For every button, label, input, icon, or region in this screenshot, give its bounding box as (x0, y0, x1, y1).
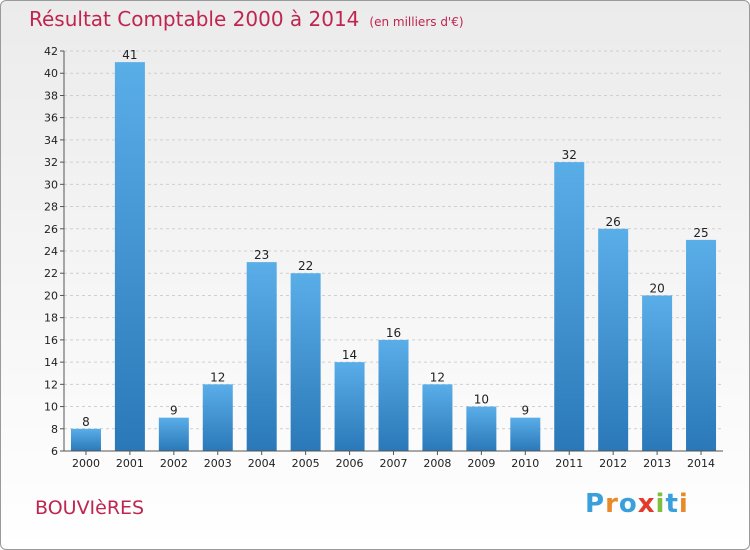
x-tick-label: 2014 (687, 457, 715, 470)
value-label: 12 (430, 370, 445, 384)
x-tick-label: 2007 (380, 457, 408, 470)
y-tick-label: 42 (44, 45, 58, 58)
proxiti-logo: Proxiti (585, 489, 689, 519)
bar-2000 (70, 428, 101, 451)
x-tick-label: 2011 (555, 457, 583, 470)
x-tick-label: 2003 (204, 457, 232, 470)
value-label: 22 (298, 259, 313, 273)
bar-2011 (554, 162, 585, 451)
logo-letter: i (655, 489, 666, 519)
y-tick-label: 22 (44, 267, 58, 280)
value-label: 41 (122, 48, 137, 62)
bar-2003 (202, 384, 233, 451)
value-label: 20 (649, 281, 664, 295)
bar-2010 (510, 417, 541, 451)
bar-2014 (686, 239, 717, 451)
x-tick-label: 2000 (72, 457, 100, 470)
logo-letter: r (605, 489, 619, 519)
logo-letter: o (618, 489, 638, 519)
x-tick-label: 2010 (511, 457, 539, 470)
chart-title: Résultat Comptable 2000 à 2014 (29, 7, 360, 31)
logo-letter: x (637, 489, 656, 519)
bar-2002 (158, 417, 189, 451)
x-tick-label: 2004 (248, 457, 276, 470)
bar-2009 (466, 406, 497, 451)
y-tick-label: 34 (44, 134, 58, 147)
value-label: 14 (342, 348, 357, 362)
bar-2004 (246, 262, 277, 451)
bar-2006 (334, 362, 365, 451)
logo-letter: t (665, 489, 679, 519)
chart-title-block: Résultat Comptable 2000 à 2014 (en millie… (29, 7, 464, 31)
x-tick-label: 2002 (160, 457, 188, 470)
x-tick-label: 2009 (467, 457, 495, 470)
logo-letter: P (585, 489, 606, 519)
commune-name: BOUVIèRES (35, 497, 145, 519)
bar-2001 (114, 62, 145, 451)
y-tick-label: 14 (44, 356, 58, 369)
bar-2005 (290, 273, 321, 451)
x-tick-label: 2013 (643, 457, 671, 470)
bar-2007 (378, 339, 409, 451)
y-tick-label: 16 (44, 334, 58, 347)
value-label: 32 (562, 148, 577, 162)
y-tick-label: 10 (44, 401, 58, 414)
unit-note: (en milliers d'€) (369, 15, 464, 29)
value-label: 26 (606, 215, 621, 229)
axis-layer: 6 8 10 12 14 16 18 20 22 24 26 28 30 32 34 36 38 40 42 2000… (44, 45, 723, 470)
bar-layer: 8 41 9 12 23 22 14 16 12 10 9 32 26 20 25 (70, 48, 717, 451)
y-tick-label: 8 (51, 423, 58, 436)
value-label: 25 (693, 226, 708, 240)
value-label: 12 (210, 370, 225, 384)
x-tick-label: 2005 (292, 457, 320, 470)
y-tick-label: 24 (44, 245, 58, 258)
value-label: 16 (386, 326, 401, 340)
value-label: 9 (170, 404, 178, 418)
x-tick-label: 2006 (336, 457, 364, 470)
value-label: 9 (521, 404, 529, 418)
y-tick-label: 18 (44, 312, 58, 325)
bar-2008 (422, 384, 453, 451)
y-tick-label: 20 (44, 289, 58, 302)
y-tick-label: 36 (44, 112, 58, 125)
y-tick-label: 30 (44, 178, 58, 191)
logo-letter: i (678, 489, 689, 519)
x-tick-label: 2001 (116, 457, 144, 470)
value-label: 8 (82, 415, 90, 429)
y-tick-label: 6 (51, 445, 58, 458)
value-label: 23 (254, 248, 269, 262)
y-tick-label: 32 (44, 156, 58, 169)
y-tick-label: 12 (44, 378, 58, 391)
bar-2013 (642, 295, 673, 451)
y-tick-label: 38 (44, 89, 58, 102)
x-tick-label: 2008 (423, 457, 451, 470)
y-tick-label: 26 (44, 223, 58, 236)
value-label: 10 (474, 393, 489, 407)
bar-2012 (598, 228, 629, 451)
y-tick-label: 28 (44, 201, 58, 214)
x-tick-label: 2012 (599, 457, 627, 470)
y-tick-label: 40 (44, 67, 58, 80)
